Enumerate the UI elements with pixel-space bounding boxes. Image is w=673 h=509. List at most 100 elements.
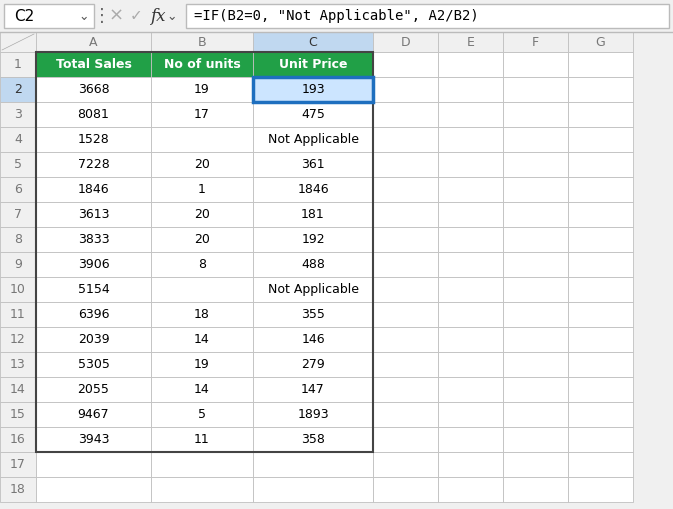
Text: 20: 20 [194, 208, 210, 221]
Bar [0, 177, 36, 202]
Bar [36, 152, 151, 177]
Bar [151, 227, 253, 252]
Text: ⋮: ⋮ [93, 7, 111, 25]
Bar [503, 102, 568, 127]
Bar [503, 377, 568, 402]
Bar [438, 52, 503, 77]
Text: =IF(B2=0, "Not Applicable", A2/B2): =IF(B2=0, "Not Applicable", A2/B2) [194, 9, 479, 23]
Bar [151, 152, 253, 177]
Bar [0, 477, 36, 502]
Text: 358: 358 [301, 433, 325, 446]
Bar [503, 352, 568, 377]
Bar [438, 32, 503, 52]
Bar [0, 302, 36, 327]
Bar [373, 102, 438, 127]
Bar [253, 302, 373, 327]
Text: 1: 1 [198, 183, 206, 196]
Text: 17: 17 [194, 108, 210, 121]
Text: 18: 18 [194, 308, 210, 321]
Bar [186, 4, 669, 28]
Bar [503, 277, 568, 302]
Bar [36, 377, 151, 402]
Bar [438, 277, 503, 302]
Text: 6396: 6396 [78, 308, 109, 321]
Bar [503, 127, 568, 152]
Bar [253, 452, 373, 477]
Bar [438, 477, 503, 502]
Text: 14: 14 [10, 383, 26, 396]
Bar [373, 327, 438, 352]
Text: 2055: 2055 [77, 383, 110, 396]
Bar [253, 252, 373, 277]
Text: 14: 14 [194, 333, 210, 346]
Bar [373, 252, 438, 277]
Bar [568, 102, 633, 127]
Bar [438, 127, 503, 152]
Text: 2: 2 [14, 83, 22, 96]
Bar [151, 52, 253, 77]
Bar [503, 302, 568, 327]
Bar [0, 77, 36, 102]
Text: 16: 16 [10, 433, 26, 446]
Text: 488: 488 [301, 258, 325, 271]
Text: 14: 14 [194, 383, 210, 396]
Text: ✓: ✓ [130, 9, 143, 23]
Bar [438, 427, 503, 452]
Bar [253, 377, 373, 402]
Bar [151, 202, 253, 227]
Bar [503, 32, 568, 52]
Text: ⌄: ⌄ [167, 10, 177, 22]
Bar [36, 352, 151, 377]
Text: 5154: 5154 [77, 283, 110, 296]
Text: No of units: No of units [164, 58, 240, 71]
Bar [373, 402, 438, 427]
Bar [438, 177, 503, 202]
Bar [4, 4, 94, 28]
Bar [36, 32, 151, 52]
Bar [151, 102, 253, 127]
Text: 5: 5 [198, 408, 206, 421]
Text: 8081: 8081 [77, 108, 110, 121]
Text: 20: 20 [194, 233, 210, 246]
Bar [253, 152, 373, 177]
Bar [253, 427, 373, 452]
Bar [151, 427, 253, 452]
Bar [568, 77, 633, 102]
Bar [0, 32, 36, 52]
Bar [0, 127, 36, 152]
Bar [253, 127, 373, 152]
Bar [438, 402, 503, 427]
Bar [151, 452, 253, 477]
Text: Unit Price: Unit Price [279, 58, 347, 71]
Bar [568, 377, 633, 402]
Text: 9467: 9467 [77, 408, 109, 421]
Bar [438, 352, 503, 377]
Text: A: A [90, 36, 98, 48]
Bar [568, 52, 633, 77]
Bar [438, 377, 503, 402]
Bar [36, 277, 151, 302]
Text: 192: 192 [302, 233, 325, 246]
Text: F: F [532, 36, 539, 48]
Bar [438, 327, 503, 352]
Text: E: E [466, 36, 474, 48]
Text: 1: 1 [14, 58, 22, 71]
Bar [568, 327, 633, 352]
Bar [503, 402, 568, 427]
Text: 10: 10 [10, 283, 26, 296]
Bar [373, 77, 438, 102]
Bar [373, 127, 438, 152]
Text: 13: 13 [10, 358, 26, 371]
Bar [0, 0, 673, 32]
Bar [0, 277, 36, 302]
Bar [568, 452, 633, 477]
Bar [253, 227, 373, 252]
Bar [36, 477, 151, 502]
Text: 1846: 1846 [77, 183, 109, 196]
Bar [568, 227, 633, 252]
Bar [0, 352, 36, 377]
Text: 7: 7 [14, 208, 22, 221]
Bar [253, 177, 373, 202]
Bar [151, 77, 253, 102]
Text: 279: 279 [301, 358, 325, 371]
